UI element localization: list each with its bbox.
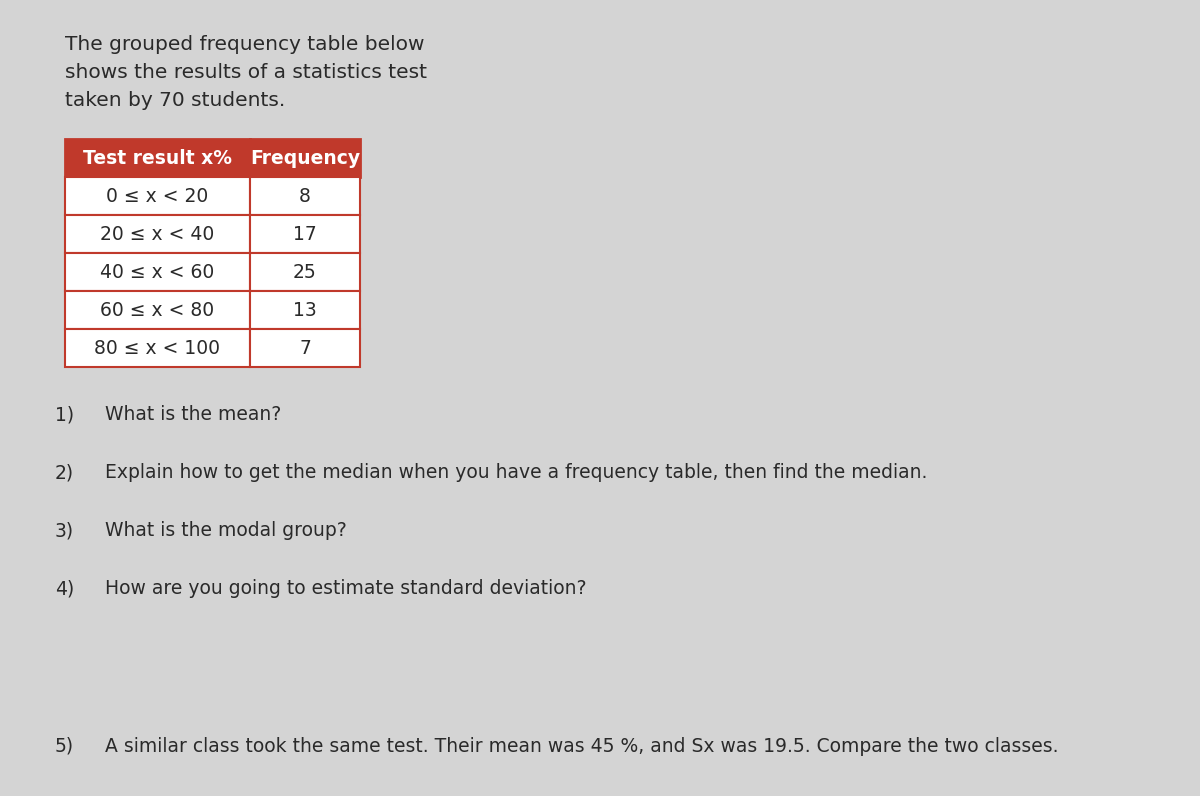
Text: 60 ≤ x < 80: 60 ≤ x < 80 <box>101 301 215 319</box>
Text: Test result x%: Test result x% <box>83 149 232 167</box>
Bar <box>250 215 360 253</box>
Bar <box>65 253 250 291</box>
Bar <box>250 253 360 291</box>
Text: A similar class took the same test. Their mean was 45 %, and Sx was 19.5. Compar: A similar class took the same test. Thei… <box>106 736 1058 755</box>
Text: Frequency: Frequency <box>250 149 360 167</box>
Text: 17: 17 <box>293 224 317 244</box>
Text: 25: 25 <box>293 263 317 282</box>
Bar <box>250 139 360 177</box>
Bar <box>65 177 250 215</box>
Text: 4): 4) <box>55 579 74 599</box>
Text: The grouped frequency table below: The grouped frequency table below <box>65 35 425 54</box>
Bar <box>250 329 360 367</box>
Bar <box>65 215 250 253</box>
Text: What is the mean?: What is the mean? <box>106 405 281 424</box>
Text: 13: 13 <box>293 301 317 319</box>
Text: taken by 70 students.: taken by 70 students. <box>65 91 286 110</box>
Bar <box>65 329 250 367</box>
Text: 20 ≤ x < 40: 20 ≤ x < 40 <box>101 224 215 244</box>
Text: What is the modal group?: What is the modal group? <box>106 521 347 540</box>
Text: 7: 7 <box>299 338 311 357</box>
Text: 8: 8 <box>299 186 311 205</box>
Bar <box>250 291 360 329</box>
Text: 2): 2) <box>55 463 74 482</box>
Text: 40 ≤ x < 60: 40 ≤ x < 60 <box>101 263 215 282</box>
Text: 0 ≤ x < 20: 0 ≤ x < 20 <box>107 186 209 205</box>
Text: 80 ≤ x < 100: 80 ≤ x < 100 <box>95 338 221 357</box>
Text: How are you going to estimate standard deviation?: How are you going to estimate standard d… <box>106 579 587 599</box>
Text: 5): 5) <box>55 736 74 755</box>
Bar <box>250 177 360 215</box>
Bar <box>65 291 250 329</box>
Text: shows the results of a statistics test: shows the results of a statistics test <box>65 63 427 82</box>
Text: 1): 1) <box>55 405 74 424</box>
Text: Explain how to get the median when you have a frequency table, then find the med: Explain how to get the median when you h… <box>106 463 928 482</box>
Bar <box>65 139 250 177</box>
Text: 3): 3) <box>55 521 74 540</box>
